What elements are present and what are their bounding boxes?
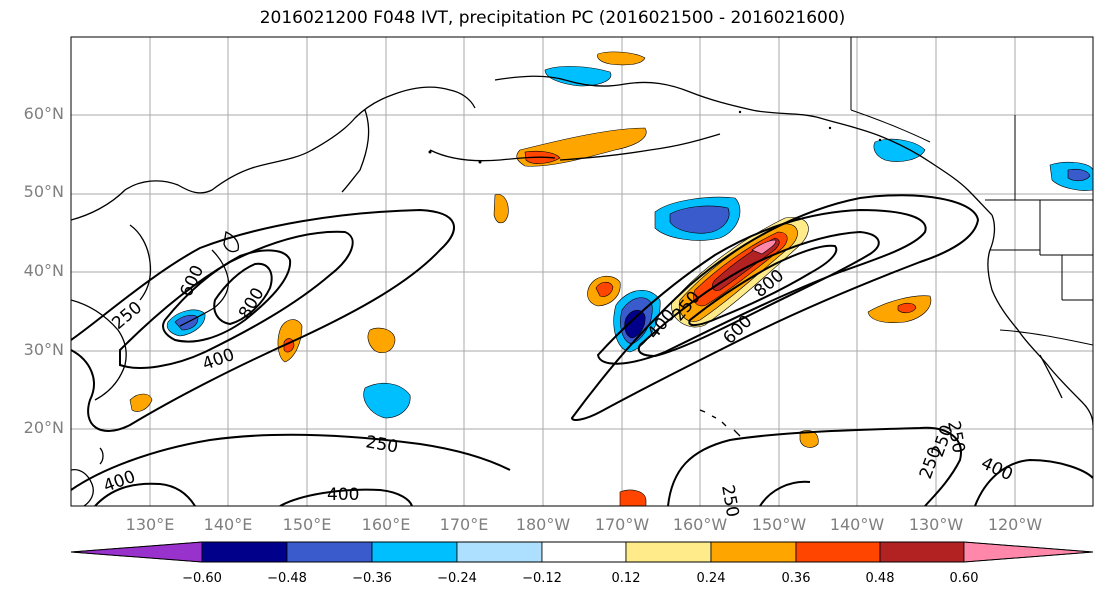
contour-labels: 250 400 600 800 250 400 600 800 250 400 … bbox=[101, 262, 1016, 519]
lon-label-150w: 150°W bbox=[751, 515, 807, 534]
colorbar-max-extension bbox=[963, 541, 1094, 563]
coast-taiwan bbox=[99, 447, 104, 465]
precip-positive-band-pink bbox=[751, 239, 777, 255]
colorbar-tick: 0.24 bbox=[696, 571, 726, 586]
colorbar-segment bbox=[371, 541, 458, 563]
colorbar-tick: −0.48 bbox=[267, 571, 307, 586]
ivt-contour-west-600 bbox=[162, 249, 292, 343]
contour-label: 250 bbox=[108, 298, 146, 334]
ivt-contour-se-250b bbox=[759, 480, 811, 506]
colorbar-segment bbox=[795, 541, 881, 563]
lat-label-20n: 20°N bbox=[23, 418, 64, 437]
map-frame bbox=[70, 36, 1094, 507]
precip-negative-patch-gulf bbox=[873, 138, 926, 162]
lon-label-160w: 160°W bbox=[672, 515, 728, 534]
coast-china bbox=[71, 299, 127, 401]
lon-label-130w: 130°W bbox=[908, 515, 964, 534]
contour-label: 400 bbox=[978, 453, 1016, 485]
colorbar-segment bbox=[456, 541, 543, 563]
lat-label-50n: 50°N bbox=[23, 182, 64, 201]
coast-baja bbox=[1039, 354, 1063, 399]
precip-negative-patch-b-mid bbox=[669, 205, 730, 234]
colorbar-segment bbox=[201, 541, 288, 563]
colorbar-segment bbox=[710, 541, 797, 563]
ivt-contour-east-800 bbox=[688, 244, 838, 326]
colorbar-tick: 0.48 bbox=[865, 571, 895, 586]
colorbar-segment bbox=[541, 541, 627, 563]
lon-label-130e: 130°E bbox=[125, 515, 175, 534]
island-dots bbox=[428, 110, 882, 164]
colorbar-tick: 0.12 bbox=[611, 571, 641, 586]
ivt-contour-east-400 bbox=[596, 208, 927, 365]
ivt-contour-east-250 bbox=[570, 194, 980, 421]
precip-negative-patch-a-dark bbox=[624, 309, 646, 339]
colorbar-min-extension bbox=[70, 541, 203, 563]
contour-label: 600 bbox=[719, 311, 756, 348]
colorbar-segment bbox=[879, 541, 965, 563]
coast-hawaii bbox=[699, 409, 741, 437]
precip-pc-fields bbox=[129, 51, 1093, 506]
lon-label-140e: 140°E bbox=[203, 515, 253, 534]
precip-negative-patch-alaska bbox=[544, 66, 612, 87]
lat-label-60n: 60°N bbox=[23, 104, 64, 123]
precip-positive-patch-130e bbox=[129, 393, 153, 412]
ivt-contour-west-400 bbox=[119, 230, 354, 369]
contour-label: 250 bbox=[717, 483, 742, 518]
precip-positive-patch-alaska bbox=[597, 51, 646, 66]
colorbar-tick: −0.36 bbox=[352, 571, 392, 586]
coast-kamchatka bbox=[341, 109, 370, 193]
colorbar-tick: −0.12 bbox=[522, 571, 562, 586]
colorbar-tick: 0.36 bbox=[781, 571, 811, 586]
precip-positive-patch-135w-red bbox=[897, 302, 917, 314]
ivt-contour-west-250 bbox=[71, 208, 455, 432]
colorbar-tick: −0.24 bbox=[437, 571, 477, 586]
graticule bbox=[71, 37, 1093, 506]
precip-negative-patch-165e bbox=[363, 382, 411, 419]
contour-label: 250 bbox=[364, 432, 399, 457]
political-borders bbox=[850, 37, 1093, 346]
lat-label-30n: 30°N bbox=[23, 340, 64, 359]
lon-label-170w: 170°W bbox=[594, 515, 650, 534]
lon-label-120w: 120°W bbox=[987, 515, 1043, 534]
precip-positive-patch-160e bbox=[367, 327, 396, 353]
ivt-contour-south-400 bbox=[94, 482, 196, 506]
coast-philippines bbox=[71, 468, 94, 506]
ivt-contour-west-800 bbox=[213, 262, 273, 326]
coast-asia bbox=[71, 86, 476, 221]
ivt-contour-south-400b bbox=[279, 488, 413, 506]
ivt-contours bbox=[71, 194, 1093, 506]
contour-label: 400 bbox=[327, 485, 359, 505]
precip-negative-patch-east-mid bbox=[1067, 168, 1091, 182]
lon-label-170e: 170°E bbox=[439, 515, 489, 534]
coast-japan bbox=[179, 249, 230, 327]
ivt-contour-se-250 bbox=[667, 426, 962, 506]
ivt-contour-east-600 bbox=[637, 230, 880, 358]
colorbar-tick: 0.60 bbox=[949, 571, 979, 586]
coast-bering bbox=[429, 149, 556, 162]
coast-korea bbox=[129, 224, 152, 301]
precip-positive-patch-south-red bbox=[619, 489, 647, 506]
lat-label-40n: 40°N bbox=[23, 261, 64, 280]
precip-positive-patch-c-red bbox=[595, 281, 614, 297]
lon-label-160e: 160°E bbox=[361, 515, 411, 534]
precip-positive-patch-170e bbox=[493, 194, 509, 224]
lon-label-150e: 150°E bbox=[282, 515, 332, 534]
ivt-contour-se-400 bbox=[974, 458, 1093, 506]
colorbar bbox=[70, 541, 1094, 563]
lon-label-180w: 180°W bbox=[515, 515, 571, 534]
precip-positive-patch-south bbox=[799, 430, 819, 448]
map-title: 2016021200 F048 IVT, precipitation PC (2… bbox=[259, 8, 846, 28]
ivt-contour-south-250 bbox=[71, 433, 511, 491]
lon-label-140w: 140°W bbox=[829, 515, 885, 534]
colorbar-segment bbox=[625, 541, 712, 563]
coast-alaska bbox=[494, 75, 993, 216]
colorbar-segment bbox=[286, 541, 373, 563]
colorbar-tick: −0.60 bbox=[182, 571, 222, 586]
coast-aleutians bbox=[559, 133, 721, 161]
